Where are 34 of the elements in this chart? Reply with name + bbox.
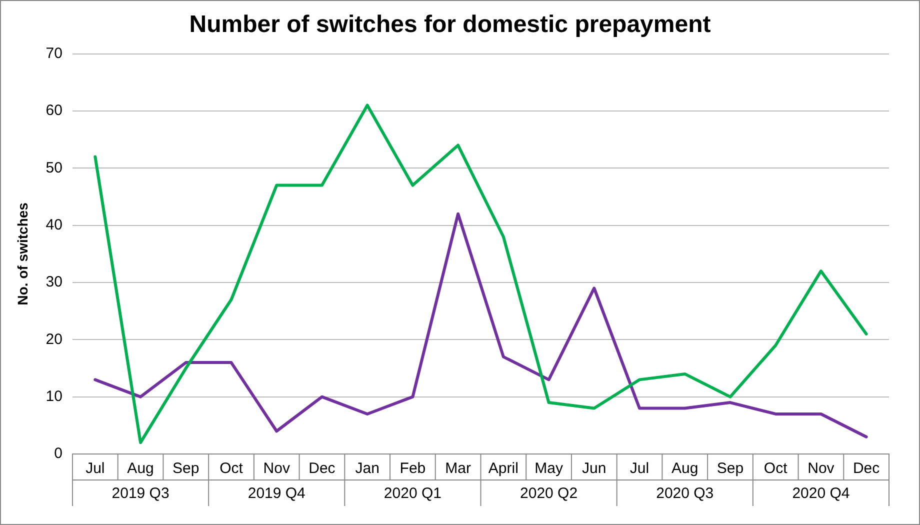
x-tick-label: Sep [172, 460, 200, 478]
x-tick-label: Mar [445, 460, 471, 478]
y-tick-label: 50 [46, 159, 62, 176]
x-tick-label: Dec [308, 460, 336, 478]
y-tick-label: 30 [46, 274, 62, 291]
text: 2020 Q1 [384, 485, 442, 502]
x-tick-label: April [488, 460, 518, 478]
x-tick-label: Nov [808, 460, 835, 478]
x-tick-label: Jun [582, 460, 606, 478]
x-tick-label: Sep [716, 460, 744, 478]
text: 2020 Q4 [792, 485, 850, 502]
y-tick-label: 60 [46, 102, 62, 120]
chart-title: Number of switches for domestic prepayment [189, 11, 711, 38]
x-tick-label: May [534, 460, 564, 478]
x-tick-label: Feb [400, 460, 426, 478]
x-tick-label: Jul [86, 460, 105, 478]
text: 2020 Q3 [656, 485, 714, 502]
x-tick-label: Aug [672, 460, 698, 478]
text: 2019 Q3 [112, 485, 170, 502]
y-tick-label: 70 [46, 44, 62, 62]
x-tick-label: Dec [852, 460, 880, 478]
x-tick-label: Nov [263, 460, 290, 478]
y-tick-label: 10 [46, 388, 62, 405]
y-tick-label: 20 [46, 330, 62, 348]
x-tick-label: Jan [355, 460, 380, 478]
text: 2020 Q2 [520, 485, 578, 502]
x-tick-label: Oct [220, 460, 244, 478]
x-tick-label: Oct [764, 460, 788, 478]
x-tick-label: Jul [630, 460, 650, 478]
text: 2019 Q4 [248, 485, 306, 502]
y-axis-title: No. of switches [14, 202, 30, 306]
y-tick-label: 40 [46, 216, 62, 234]
y-tick-label: 0 [54, 445, 62, 462]
x-tick-label: Aug [127, 460, 154, 478]
